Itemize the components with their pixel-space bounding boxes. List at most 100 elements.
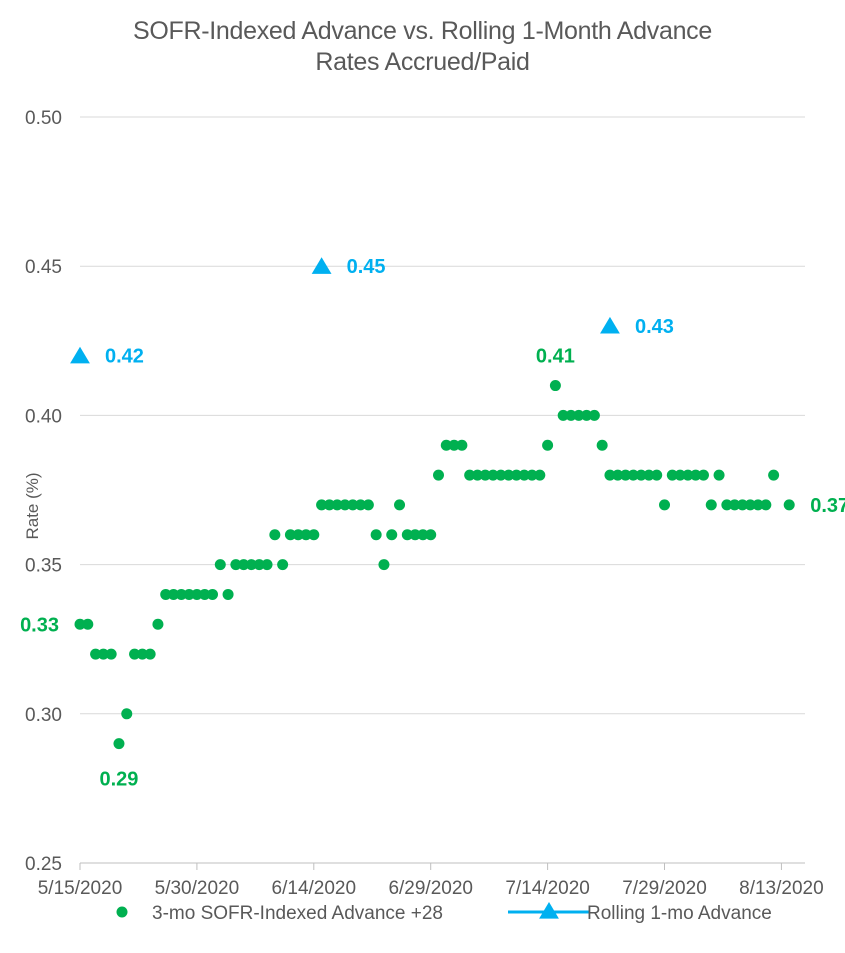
sofr-data-point [495,469,507,481]
sofr-data-point [401,529,413,541]
sofr-data-point [510,469,522,481]
sofr-data-point [549,380,561,392]
sofr-data-point [440,439,452,451]
sofr-data-point [573,409,585,421]
legend-triangle-marker [539,902,559,919]
rolling-advance-data-point [311,257,332,274]
data-label: 0.42 [105,346,144,368]
sofr-data-point [331,499,343,511]
sofr-data-point [744,499,756,511]
gridlines [80,116,805,715]
sofr-data-point [503,469,515,481]
legend-label-rolling: Rolling 1-mo Advance [587,903,772,924]
sofr-data-point [448,439,460,451]
x-tick-label: 8/13/2020 [739,878,824,899]
sofr-data-point [284,529,296,541]
sofr-data-point [308,529,320,541]
sofr-data-point [456,439,468,451]
sofr-data-point [627,469,639,481]
x-tick-label: 7/14/2020 [505,878,590,899]
y-tick-label: 0.45 [25,257,62,278]
sofr-data-point [214,559,226,571]
sofr-data-point [783,499,795,511]
sofr-data-point [565,409,577,421]
sofr-data-point [152,618,164,630]
rolling-advance-data-point [70,346,90,364]
sofr-data-point [729,499,741,511]
data-label: 0.45 [347,256,386,278]
sofr-data-point [355,499,367,511]
sofr-data-point [588,409,600,421]
data-labels: 0.42 0.45 0.43 0.33 0.29 0.41 0.37 [20,256,845,790]
sofr-data-point [659,499,671,511]
sofr-data-point [635,469,647,481]
sofr-data-point [768,469,780,481]
sofr-data-point [557,409,569,421]
y-tick-label: 0.50 [25,108,62,129]
sofr-data-point [362,499,374,511]
data-label: 0.29 [99,769,138,791]
y-tick-label: 0.30 [25,705,62,726]
sofr-data-point [261,559,273,571]
y-axis: 0.25 0.30 0.35 0.40 0.45 0.50 [25,108,62,875]
sofr-data-point [253,559,265,571]
sofr-data-point [464,469,476,481]
y-tick-label: 0.35 [25,556,62,577]
sofr-data-point [113,738,125,750]
data-label: 0.37 [810,495,845,517]
sofr-data-point [690,469,702,481]
x-tick-label: 6/14/2020 [272,878,357,899]
chart-title: SOFR-Indexed Advance vs. Rolling 1-Month… [133,17,712,45]
sofr-data-point [394,499,406,511]
sofr-data-point [542,439,554,451]
sofr-data-point [386,529,398,541]
x-axis: 5/15/2020 5/30/2020 6/14/2020 6/29/2020 7/14… [38,862,824,899]
sofr-data-point [90,648,102,660]
sofr-data-point [238,559,250,571]
data-label: 0.43 [635,316,674,338]
sofr-data-point [175,588,187,600]
sofr-data-point [526,469,538,481]
sofr-data-point [620,469,632,481]
sofr-data-point [206,588,218,600]
sofr-data-point [136,648,148,660]
sofr-data-point [105,648,117,660]
sofr-data-point [97,648,109,660]
sofr-data-point [323,499,335,511]
sofr-data-point [487,469,499,481]
sofr-data-point [245,559,257,571]
sofr-data-point [347,499,359,511]
legend: 3-mo SOFR-Indexed Advance +28 Rolling 1-m… [116,902,772,924]
sofr-data-point [612,469,624,481]
sofr-data-point [339,499,351,511]
sofr-data-point [752,499,764,511]
sofr-data-point [378,559,390,571]
sofr-data-point [292,529,304,541]
sofr-data-point [471,469,483,481]
sofr-data-point [316,499,328,511]
sofr-data-point [121,708,133,720]
legend-circle-marker [116,906,128,918]
sofr-data-point [277,559,289,571]
sofr-data-point [409,529,421,541]
sofr-data-point [518,469,530,481]
sofr-data-point [82,618,94,630]
sofr-data-point [222,588,234,600]
sofr-data-point [433,469,444,481]
sofr-data-point [651,469,663,481]
data-points [70,257,795,750]
y-axis-label: Rate (%) [23,472,42,539]
sofr-data-point [160,588,172,600]
sofr-data-point [697,469,709,481]
sofr-data-point [300,529,312,541]
sofr-data-point [682,469,694,481]
sofr-data-point [674,469,686,481]
legend-label-sofr: 3-mo SOFR-Indexed Advance +28 [152,903,443,924]
sofr-data-point [425,529,437,541]
sofr-data-point [417,529,429,541]
data-label: 0.41 [536,346,575,368]
sofr-data-point [129,648,141,660]
sofr-data-point [643,469,655,481]
sofr-data-point [74,618,86,630]
